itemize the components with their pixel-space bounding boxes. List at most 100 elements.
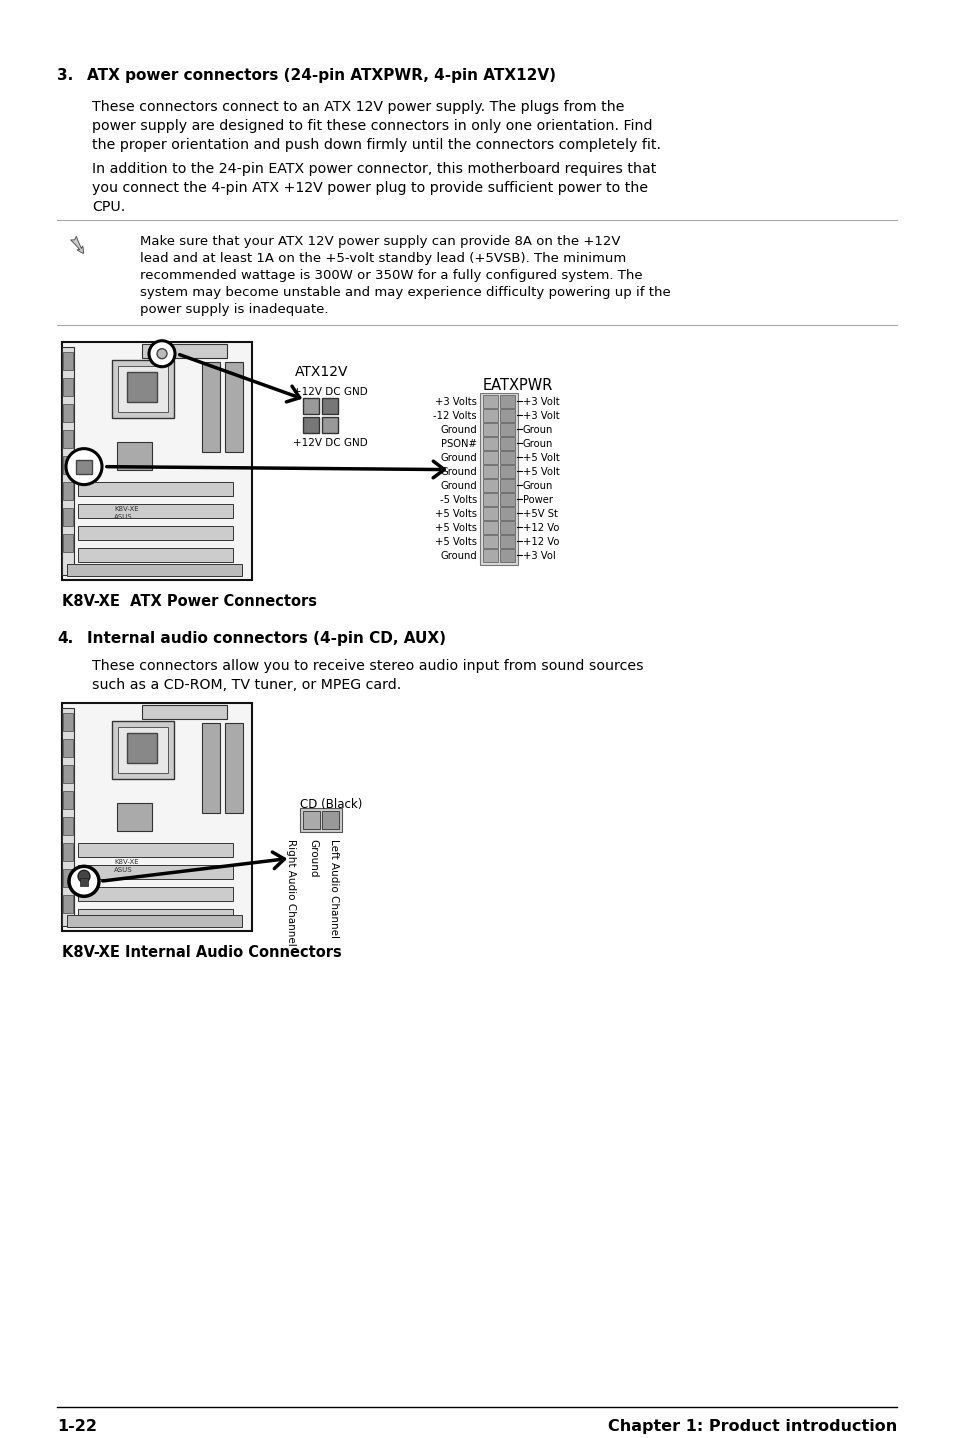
Bar [63,843,73,861]
Bar [67,564,242,575]
Bar [63,404,73,421]
Bar [63,456,73,473]
Bar [127,371,157,401]
Text: K8V-XE Internal Audio Connectors: K8V-XE Internal Audio Connectors [62,945,341,961]
Bar [322,417,337,433]
Text: Ground: Ground [439,453,476,463]
Bar [118,365,168,411]
Bar [62,342,252,580]
Text: K8V-XE: K8V-XE [113,506,138,512]
Bar [67,915,242,928]
Circle shape [69,866,99,896]
Bar [78,887,233,902]
Bar [127,733,157,764]
Text: -5 Volts: -5 Volts [439,495,476,505]
Bar [63,482,73,499]
Bar [499,408,515,421]
Bar [482,394,497,408]
Bar [303,398,318,414]
Bar [482,535,497,548]
Text: CD (Black): CD (Black) [299,798,362,811]
Bar [479,393,517,565]
Circle shape [78,870,90,883]
Text: In addition to the 24-pin EATX power connector, this motherboard requires that: In addition to the 24-pin EATX power con… [91,162,656,175]
Bar [303,417,318,433]
Bar [142,706,227,719]
Text: +5 Volts: +5 Volts [435,523,476,533]
Text: 1-22: 1-22 [57,1419,97,1434]
Text: system may become unstable and may experience difficulty powering up if the: system may become unstable and may exper… [140,286,670,299]
Bar [62,347,74,575]
Text: K8V-XE  ATX Power Connectors: K8V-XE ATX Power Connectors [62,594,316,608]
Text: lead and at least 1A on the +5-volt standby lead (+5VSB). The minimum: lead and at least 1A on the +5-volt stan… [140,252,625,265]
Bar [63,430,73,447]
Bar [78,525,233,539]
Bar [62,709,74,926]
Text: These connectors allow you to receive stereo audio input from sound sources: These connectors allow you to receive st… [91,660,643,673]
Bar [225,362,243,452]
Text: ATX12V: ATX12V [294,365,348,378]
Text: Groun: Groun [522,482,553,492]
Bar [499,423,515,436]
Text: Internal audio connectors (4-pin CD, AUX): Internal audio connectors (4-pin CD, AUX… [87,631,446,647]
Bar [482,437,497,450]
Text: +3 Volt: +3 Volt [522,397,559,407]
Circle shape [157,349,167,358]
Text: Chapter 1: Product introduction: Chapter 1: Product introduction [607,1419,896,1434]
Bar [499,437,515,450]
Bar [499,464,515,477]
Text: +12 Vo: +12 Vo [522,523,558,533]
Bar [63,352,73,370]
Bar [482,423,497,436]
Circle shape [149,341,174,367]
Bar [78,909,233,923]
Bar [80,879,88,886]
Text: +5V St: +5V St [522,509,558,519]
Text: Make sure that your ATX 12V power supply can provide 8A on the +12V: Make sure that your ATX 12V power supply… [140,234,619,247]
Text: +3 Volt: +3 Volt [522,411,559,421]
Bar [63,713,73,732]
Text: Right Audio Channel: Right Audio Channel [286,840,295,946]
Bar [63,791,73,810]
Text: Ground: Ground [439,426,476,436]
Text: Power: Power [522,495,553,505]
Text: Ground: Ground [439,467,476,477]
Text: +12 Vo: +12 Vo [522,536,558,546]
Text: ASUS: ASUS [113,513,132,519]
Bar [499,521,515,533]
Bar [63,533,73,552]
Bar [322,398,337,414]
Bar [63,765,73,784]
Text: +3 Volts: +3 Volts [435,397,476,407]
Bar [303,811,319,830]
Bar [117,441,152,470]
Bar [63,378,73,395]
Bar [78,548,233,562]
Bar [117,804,152,831]
Bar [63,870,73,887]
Bar [499,548,515,562]
Bar [499,493,515,506]
Bar [482,450,497,463]
Text: power supply are designed to fit these connectors in only one orientation. Find: power supply are designed to fit these c… [91,119,652,132]
Text: Left Audio Channel: Left Audio Channel [329,840,338,939]
Bar [202,362,220,452]
Text: ATX power connectors (24-pin ATXPWR, 4-pin ATX12V): ATX power connectors (24-pin ATXPWR, 4-p… [87,68,556,83]
Text: EATXPWR: EATXPWR [482,378,553,393]
Bar [499,394,515,408]
Bar [78,482,233,496]
Bar [299,808,341,833]
Bar [225,723,243,814]
Text: Ground: Ground [439,551,476,561]
Text: 4.: 4. [57,631,73,647]
Bar [499,450,515,463]
Text: the proper orientation and push down firmly until the connectors completely fit.: the proper orientation and push down fir… [91,138,660,152]
Bar [63,508,73,525]
Bar [482,521,497,533]
Text: +5 Volt: +5 Volt [522,453,559,463]
Bar [482,548,497,562]
Bar [78,866,233,879]
Bar [76,460,91,473]
Text: recommended wattage is 300W or 350W for a fully configured system. The: recommended wattage is 300W or 350W for … [140,269,642,282]
Text: -12 Volts: -12 Volts [433,411,476,421]
